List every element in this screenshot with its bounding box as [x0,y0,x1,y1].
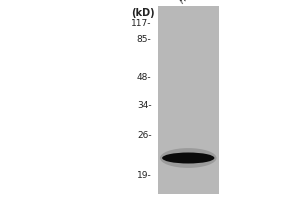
Text: HeLa: HeLa [178,0,200,5]
Bar [158,6,219,194]
Text: 85-: 85- [137,36,152,45]
Text: (kD): (kD) [131,8,154,18]
Ellipse shape [162,152,214,164]
Ellipse shape [160,148,217,168]
Text: 19-: 19- [137,170,152,180]
Text: 48-: 48- [137,72,152,82]
Text: 34-: 34- [137,100,152,110]
Text: 26-: 26- [137,131,152,140]
Text: 117-: 117- [131,19,152,27]
